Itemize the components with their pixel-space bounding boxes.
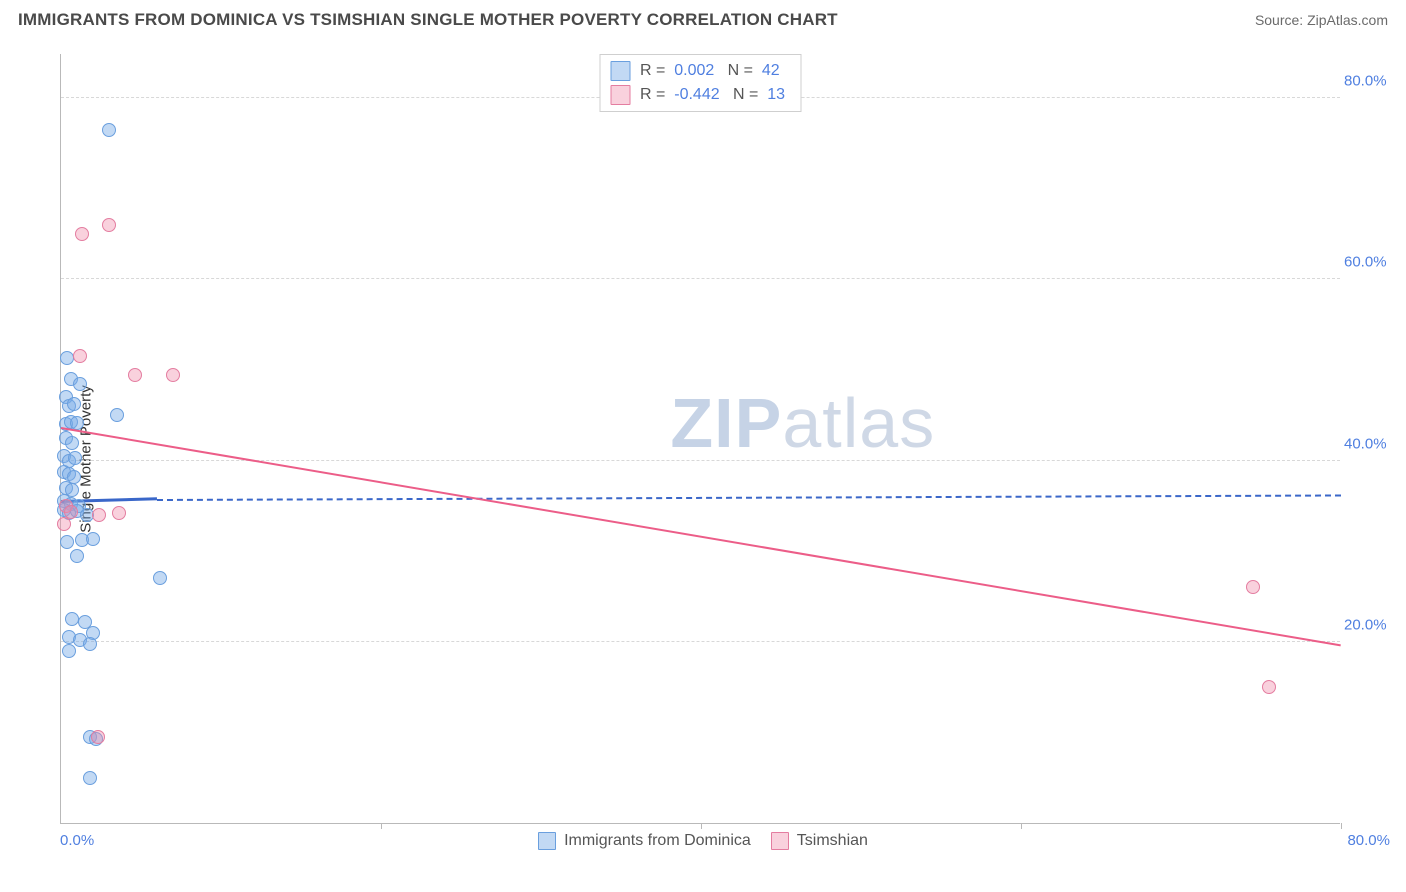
gridline (61, 641, 1340, 642)
data-point (102, 123, 116, 137)
data-point (73, 349, 87, 363)
chart-header: IMMIGRANTS FROM DOMINICA VS TSIMSHIAN SI… (0, 0, 1406, 36)
data-point (75, 227, 89, 241)
data-point (110, 408, 124, 422)
legend-item: Immigrants from Dominica (538, 832, 751, 850)
legend-swatch (610, 61, 630, 81)
data-point (60, 351, 74, 365)
data-point (70, 416, 84, 430)
data-point (60, 535, 74, 549)
correlation-legend: R = 0.002 N = 42R = -0.442 N = 13 (599, 54, 802, 112)
gridline (61, 278, 1340, 279)
trend-line (157, 494, 1341, 501)
data-point (62, 644, 76, 658)
data-point (67, 397, 81, 411)
data-point (91, 730, 105, 744)
legend-swatch (771, 832, 789, 850)
legend-swatch (538, 832, 556, 850)
chart-container: Single Mother Poverty R = 0.002 N = 42R … (18, 44, 1388, 874)
data-point (1246, 580, 1260, 594)
x-tick (701, 823, 702, 829)
y-tick-label: 60.0% (1344, 254, 1402, 271)
data-point (92, 508, 106, 522)
data-point (166, 368, 180, 382)
legend-swatch (610, 85, 630, 105)
legend-row: R = 0.002 N = 42 (610, 59, 785, 83)
data-point (65, 612, 79, 626)
data-point (73, 377, 87, 391)
x-tick (381, 823, 382, 829)
y-tick-label: 80.0% (1344, 73, 1402, 90)
data-point (102, 218, 116, 232)
chart-title: IMMIGRANTS FROM DOMINICA VS TSIMSHIAN SI… (18, 10, 838, 30)
data-point (112, 506, 126, 520)
data-point (153, 571, 167, 585)
legend-row: R = -0.442 N = 13 (610, 83, 785, 107)
y-tick-label: 20.0% (1344, 616, 1402, 633)
data-point (86, 532, 100, 546)
plot-area: R = 0.002 N = 42R = -0.442 N = 13 ZIPatl… (60, 54, 1340, 824)
watermark: ZIPatlas (670, 383, 935, 463)
data-point (65, 436, 79, 450)
legend-item: Tsimshian (771, 832, 868, 850)
data-point (83, 771, 97, 785)
data-point (1262, 680, 1276, 694)
legend-label: Immigrants from Dominica (564, 832, 751, 850)
x-tick (1341, 823, 1342, 829)
data-point (68, 451, 82, 465)
data-point (128, 368, 142, 382)
x-tick (1021, 823, 1022, 829)
series-legend: Immigrants from Dominica Tsimshian (18, 832, 1388, 855)
data-point (57, 517, 71, 531)
source-attribution: Source: ZipAtlas.com (1255, 12, 1388, 28)
legend-label: Tsimshian (797, 832, 868, 850)
y-tick-label: 40.0% (1344, 435, 1402, 452)
data-point (83, 637, 97, 651)
data-point (70, 549, 84, 563)
